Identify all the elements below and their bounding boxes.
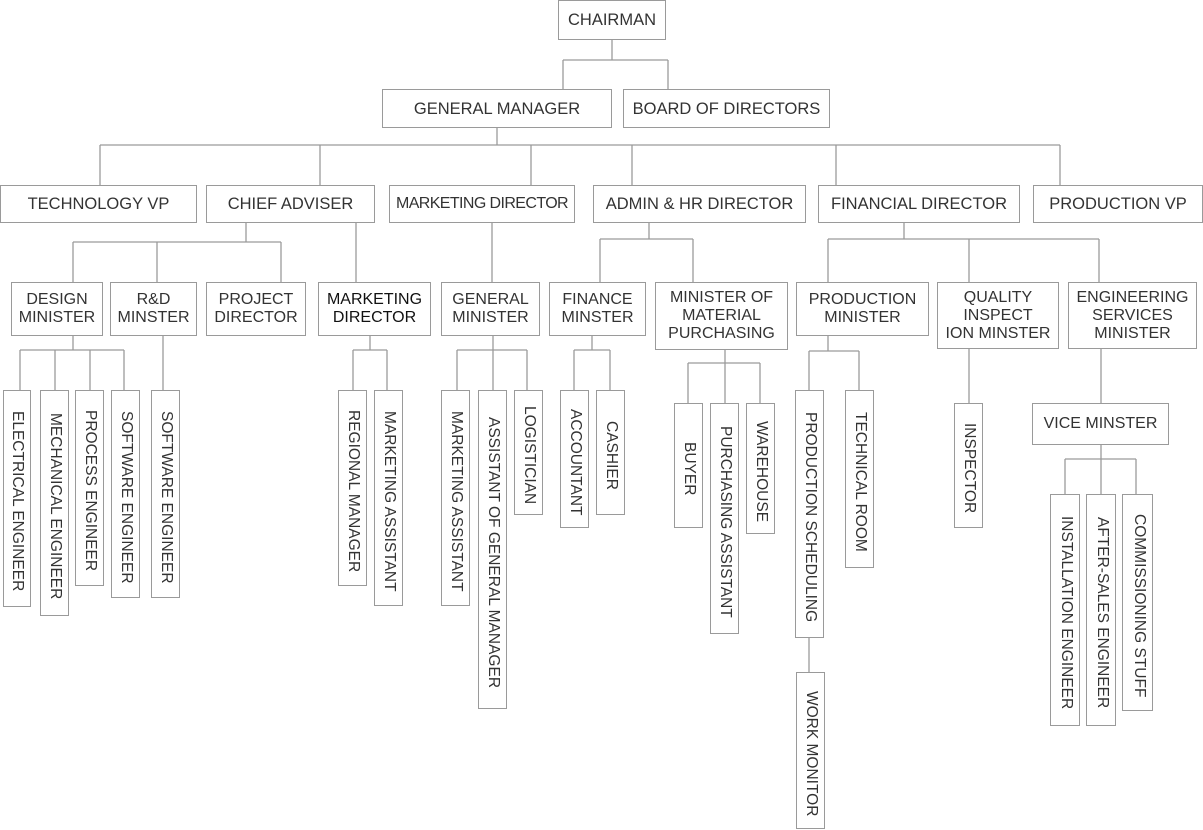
box-production-scheduling: PRODUCTION SCHEDULING <box>795 390 824 638</box>
box-chief-adviser: CHIEF ADVISER <box>206 185 375 223</box>
box-buyer: BUYER <box>674 403 703 528</box>
box-board-of-directors: BOARD OF DIRECTORS <box>623 89 830 128</box>
box-design-minister: DESIGN MINISTER <box>11 282 103 336</box>
box-financial-director: FINANCIAL DIRECTOR <box>818 185 1020 223</box>
box-work-monitor: WORK MONITOR <box>796 672 825 829</box>
box-software-engineer: SOFTWARE ENGINEER <box>111 390 140 598</box>
box-quality-inspection-minster: QUALITY INSPECT ION MINSTER <box>937 282 1059 349</box>
box-electrical-engineer: ELECTRICAL ENGINEER <box>3 390 31 607</box>
box-cashier: CASHIER <box>596 390 625 515</box>
box-accountant: ACCOUNTANT <box>560 390 589 528</box>
box-production-minister: PRODUCTION MINISTER <box>796 282 929 336</box>
box-marketing-director: MARKETING DIRECTOR <box>389 185 575 223</box>
box-marketing-assistant-gm: MARKETING ASSISTANT <box>441 390 470 606</box>
box-logistician: LOGISTICIAN <box>514 390 543 515</box>
box-installation-engineer: INSTALLATION ENGINEER <box>1050 494 1080 726</box>
box-after-sales-engineer: AFTER-SALES ENGINEER <box>1086 494 1116 726</box>
box-general-manager: GENERAL MANAGER <box>382 89 612 128</box>
box-project-director: PROJECT DIRECTOR <box>206 282 306 336</box>
box-finance-minster: FINANCE MINSTER <box>549 282 646 336</box>
box-mechanical-engineer: MECHANICAL ENGINEER <box>40 390 69 616</box>
box-purchasing-assistant: PURCHASING ASSISTANT <box>710 403 739 634</box>
box-vice-minster: VICE MINSTER <box>1032 403 1169 445</box>
box-technical-room: TECHNICAL ROOM <box>845 390 874 568</box>
box-process-engineer: PROCESS ENGINEER <box>75 390 104 586</box>
box-admin-hr-director: ADMIN & HR DIRECTOR <box>593 185 806 223</box>
box-commissioning-stuff: COMMISSIONING STUFF <box>1122 494 1153 711</box>
box-assistant-of-general-manager: ASSISTANT OF GENERAL MANAGER <box>478 390 507 709</box>
box-rd-minster: R&D MINSTER <box>110 282 197 336</box>
box-warehouse: WAREHOUSE <box>746 403 775 534</box>
box-regional-manager: REGIONAL MANAGER <box>338 390 367 586</box>
box-technology-vp: TECHNOLOGY VP <box>0 185 197 223</box>
box-material-purchasing: MINISTER OF MATERIAL PURCHASING <box>655 282 788 350</box>
box-engineering-services-minister: ENGINEERING SERVICES MINISTER <box>1068 282 1197 349</box>
box-marketing-director-sub: MARKETING DIRECTOR <box>318 282 431 336</box>
box-marketing-assistant: MARKETING ASSISTANT <box>374 390 403 606</box>
box-chairman: CHAIRMAN <box>558 0 666 40</box>
box-production-vp: PRODUCTION VP <box>1033 185 1203 223</box>
box-software-engineer-rd: SOFTWARE ENGINEER <box>151 390 180 598</box>
box-general-minister: GENERAL MINISTER <box>441 282 540 336</box>
box-inspector: INSPECTOR <box>954 403 983 528</box>
